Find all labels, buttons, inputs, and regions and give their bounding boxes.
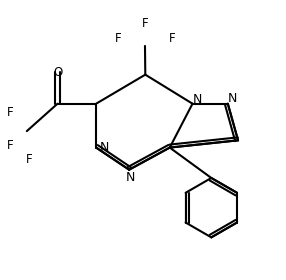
- Text: F: F: [115, 32, 121, 45]
- Text: F: F: [7, 139, 14, 152]
- Text: F: F: [26, 153, 33, 166]
- Text: F: F: [142, 17, 148, 30]
- Text: N: N: [193, 93, 202, 106]
- Text: N: N: [126, 171, 135, 184]
- Text: F: F: [169, 32, 176, 45]
- Text: O: O: [53, 66, 62, 79]
- Text: F: F: [7, 106, 14, 120]
- Text: N: N: [228, 92, 237, 105]
- Text: N: N: [99, 141, 109, 154]
